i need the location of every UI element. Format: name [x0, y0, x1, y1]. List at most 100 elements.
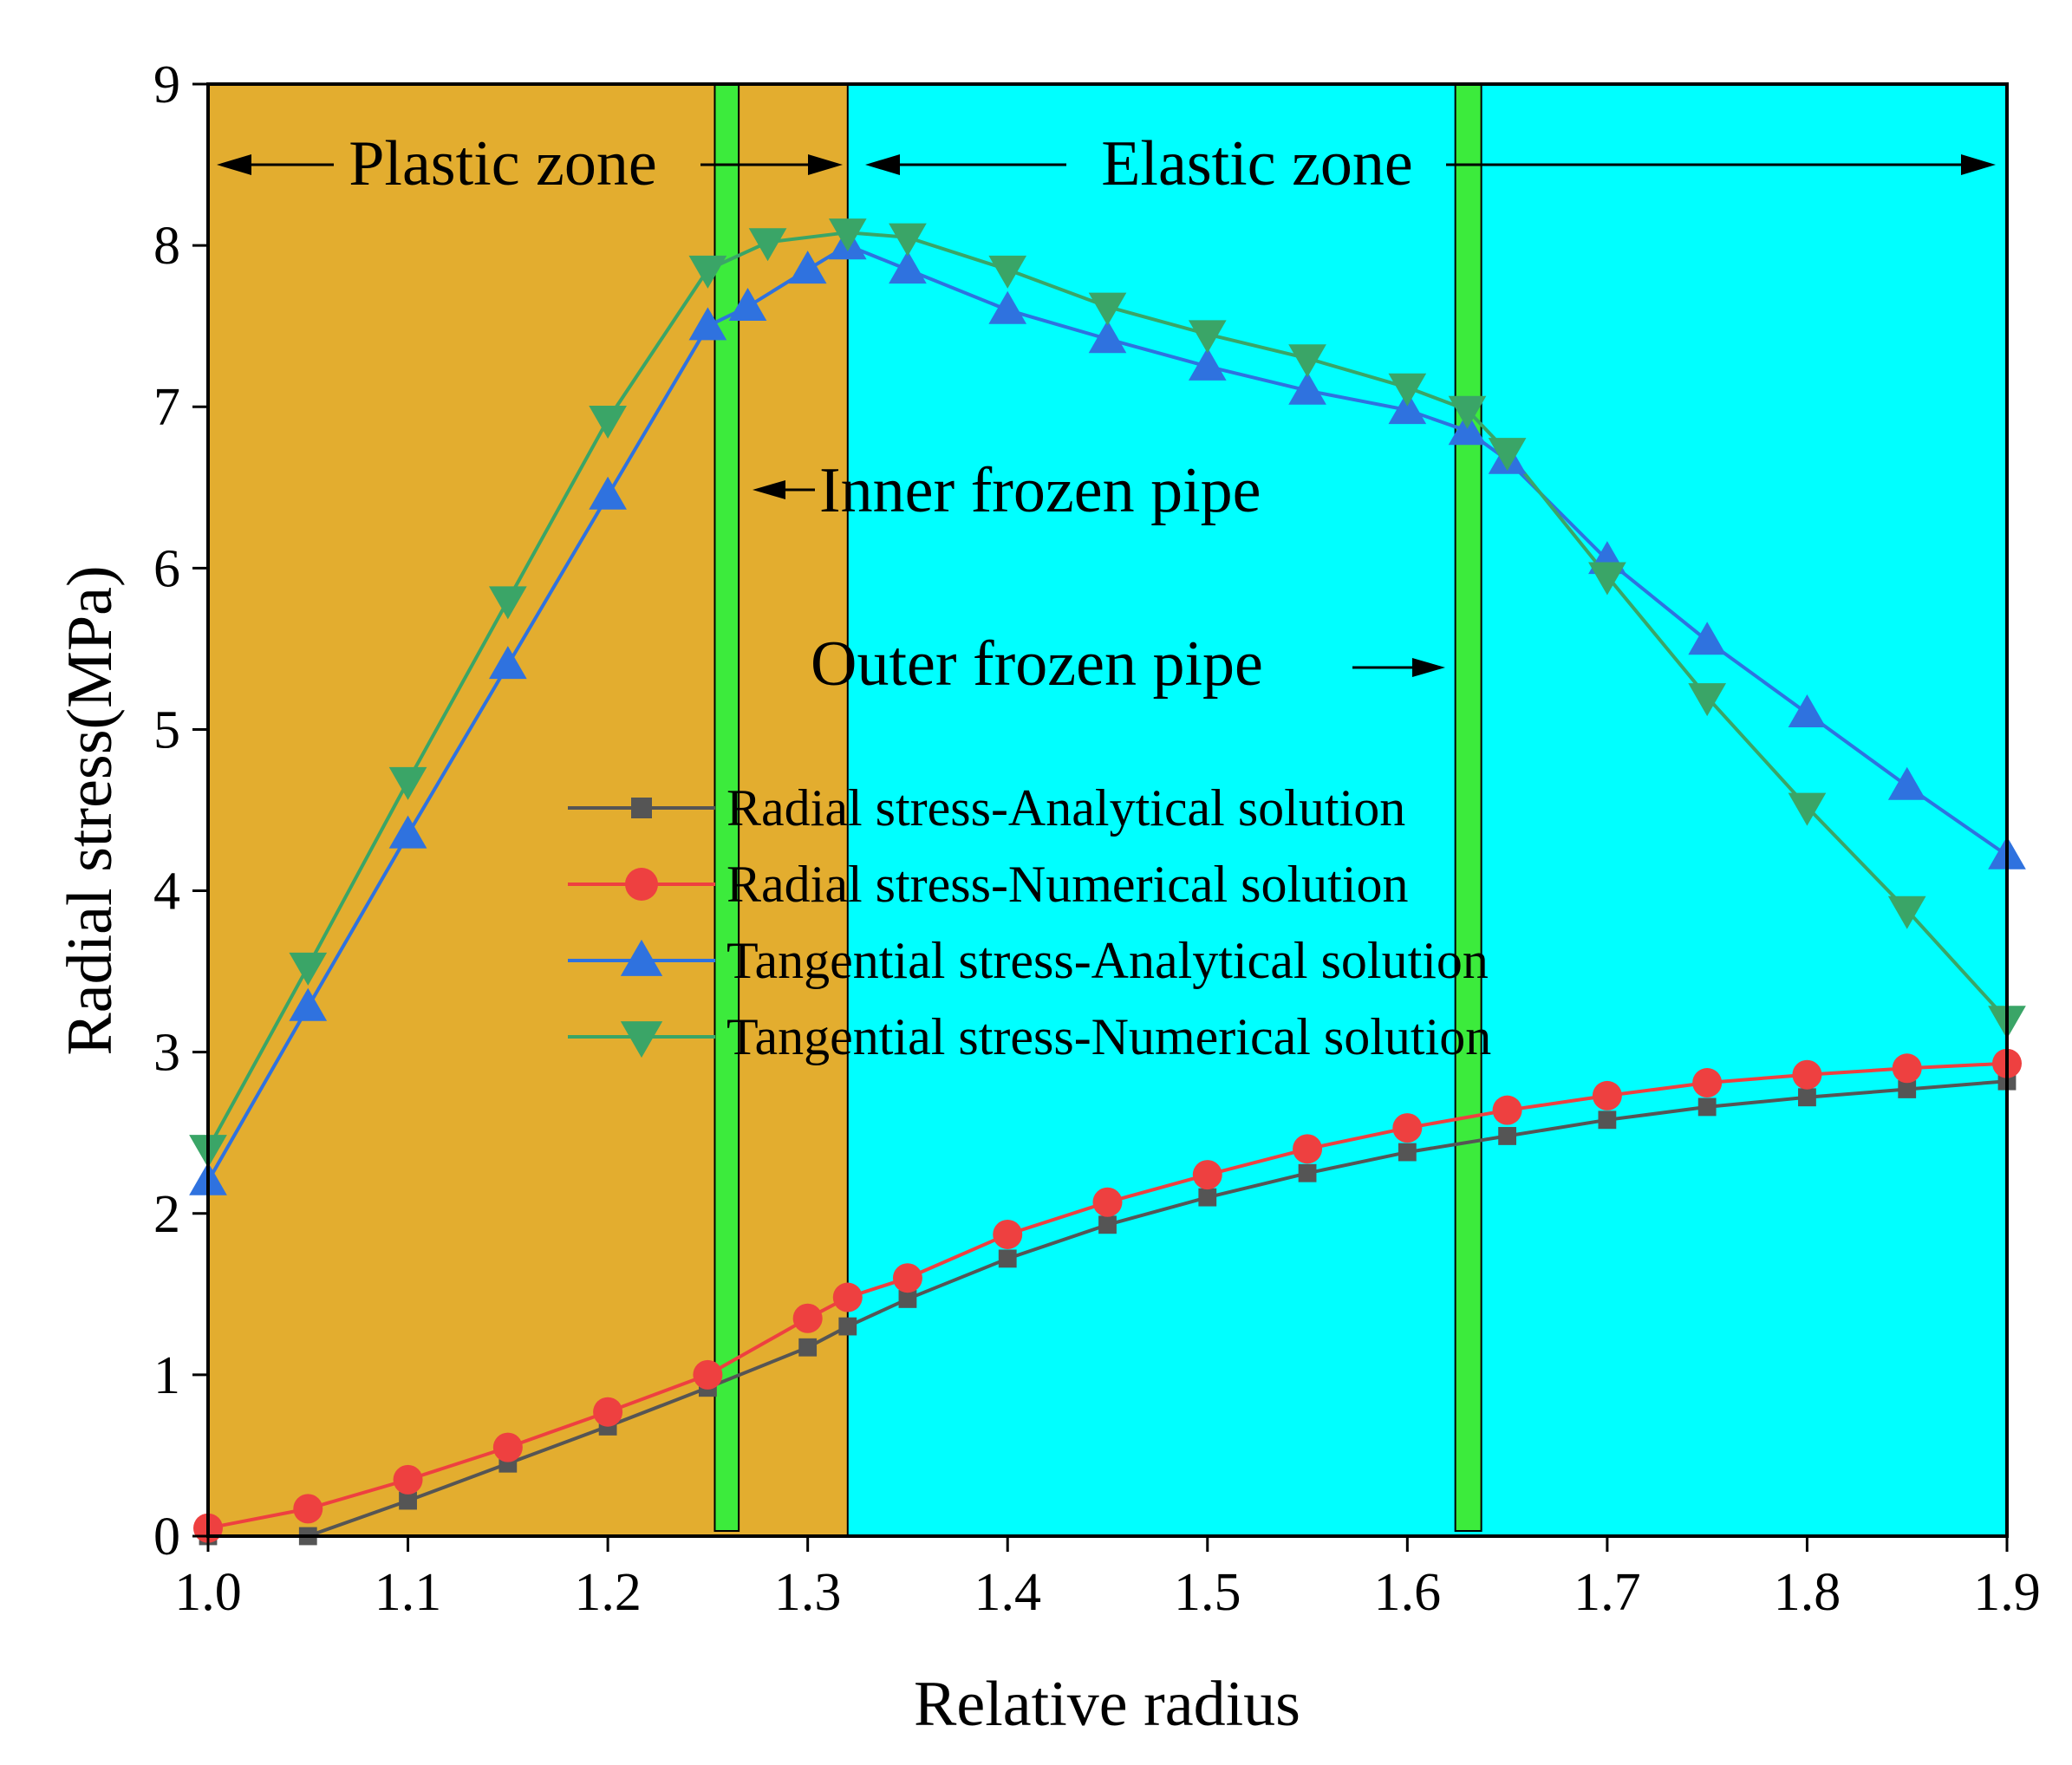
radial-stress-numerical-solution-point-3 [492, 1432, 523, 1462]
series-lines [206, 231, 2009, 1538]
tangential-stress-numerical-solution-point-13 [1388, 373, 1427, 407]
tangential-stress-numerical-solution-point-16 [1588, 562, 1626, 596]
radial-stress-numerical-solution-point-18 [1892, 1053, 1922, 1084]
legend-label-tangential-stress-numerical-solution: Tangential stress-Numerical solution [727, 1008, 1491, 1065]
tangential-stress-numerical-solution-point-8 [889, 223, 927, 257]
radial-stress-analytical-solution-point-14 [1498, 1127, 1517, 1145]
tangential-stress-analytical-solution-point-3 [488, 646, 527, 680]
tangential-stress-numerical-solution-point-6 [748, 228, 787, 262]
x-tick-label-3: 1.3 [774, 1563, 842, 1622]
radial-stress-analytical-solution-point-17 [1798, 1088, 1816, 1107]
y-tick-label-3: 3 [153, 1024, 180, 1083]
plastic-zone-background [208, 84, 848, 1536]
y-tick-label-5: 5 [153, 700, 180, 759]
tangential-stress-numerical-solution-point-15 [1488, 438, 1527, 472]
legend-label-radial-stress-analytical-solution: Radial stress-Analytical solution [727, 779, 1405, 837]
radial-stress-numerical-solution-point-7 [832, 1282, 863, 1312]
y-tick-label-0: 0 [153, 1508, 180, 1566]
x-tick-label-5: 1.5 [1174, 1563, 1241, 1622]
legend-marker-radial-stress-numerical-solution [625, 868, 658, 901]
radial-stress-numerical-solution-point-14 [1492, 1095, 1522, 1125]
radial-stress-analytical-solution-point-11 [1198, 1188, 1217, 1207]
legend-label-tangential-stress-analytical-solution: Tangential stress-Analytical solution [727, 932, 1489, 989]
tangential-stress-numerical-solution-point-1 [289, 952, 328, 986]
y-axis-title: Radial stress(MPa) [55, 565, 126, 1055]
radial-stress-analytical-solution-point-7 [838, 1317, 857, 1336]
tangential-stress-numerical-solution-point-7 [828, 218, 867, 252]
tangential-stress-analytical-solution-point-14 [1388, 391, 1427, 425]
y-axis-ticks: 0 1 2 3 4 5 6 7 8 9 [153, 55, 208, 1566]
y-tick-label-4: 4 [153, 863, 180, 922]
x-tick-label-9: 1.9 [1973, 1563, 2041, 1622]
y-tick-label-2: 2 [153, 1185, 180, 1244]
radial-stress-numerical-solution-point-1 [293, 1494, 323, 1524]
series-markers [189, 218, 2026, 1546]
legend-marker-radial-stress-analytical-solution [631, 798, 652, 818]
tangential-stress-numerical-solution-point-19 [1887, 896, 1926, 929]
radial-stress-analytical-solution-point-9 [998, 1249, 1017, 1268]
radial-stress-analytical-solution-point-13 [1398, 1143, 1417, 1162]
radial-stress-numerical-solution-point-2 [393, 1464, 423, 1495]
legend-marker-tangential-stress-numerical-solution [620, 1021, 663, 1058]
plot-frame [206, 82, 2009, 1538]
radial-stress-analytical-solution-point-12 [1298, 1163, 1317, 1182]
radial-stress-analytical-solution-point-18 [1898, 1080, 1917, 1098]
y-tick-label-9: 9 [153, 55, 180, 114]
radial-stress-numerical-solution-point-9 [993, 1219, 1023, 1249]
tangential-stress-analytical-solution-point-7 [788, 251, 827, 284]
tangential-stress-analytical-solution-point-6 [728, 287, 767, 321]
tangential-stress-analytical-solution-line [206, 243, 2009, 1182]
x-tick-label-6: 1.6 [1374, 1563, 1442, 1622]
x-tick-label-8: 1.8 [1774, 1563, 1841, 1622]
x-tick-label-4: 1.4 [974, 1563, 1041, 1622]
legend-marker-tangential-stress-analytical-solution [620, 939, 663, 976]
radial-stress-numerical-solution-point-15 [1592, 1080, 1622, 1110]
elastic-arrowhead-right [1961, 154, 1996, 175]
radial-stress-numerical-solution-point-4 [593, 1397, 623, 1427]
y-tick-label-7: 7 [153, 378, 180, 437]
y-tick-label-8: 8 [153, 217, 180, 276]
annotations: Plastic zone Elastic zone Inner frozen p… [217, 128, 1996, 700]
tangential-stress-numerical-solution-point-10 [1088, 292, 1127, 326]
radial-stress-numerical-solution-point-8 [892, 1263, 922, 1293]
radial-stress-analytical-solution-point-6 [798, 1338, 818, 1357]
radial-stress-numerical-solution-point-17 [1792, 1059, 1822, 1090]
x-tick-label-2: 1.2 [574, 1563, 642, 1622]
tangential-stress-numerical-solution-point-12 [1288, 344, 1326, 378]
tangential-stress-analytical-solution-point-4 [589, 476, 627, 510]
radial-stress-analytical-solution-point-10 [1098, 1215, 1117, 1234]
tangential-stress-analytical-solution-point-1 [289, 987, 328, 1021]
radial-stress-numerical-solution-point-13 [1392, 1113, 1423, 1143]
x-axis-title: Relative radius [914, 1669, 1300, 1740]
elastic-zone-label: Elastic zone [1101, 128, 1413, 199]
radial-stress-numerical-solution-point-6 [792, 1303, 823, 1333]
tangential-stress-numerical-solution-point-3 [488, 586, 527, 620]
outer-pipe-arrowhead [1412, 658, 1445, 677]
outer-pipe-label: Outer frozen pipe [811, 628, 1263, 700]
x-tick-label-7: 1.7 [1574, 1563, 1641, 1622]
tangential-stress-analytical-solution-point-20 [1887, 766, 1926, 800]
tangential-stress-numerical-solution-point-11 [1188, 320, 1227, 354]
tangential-stress-analytical-solution-point-18 [1688, 622, 1727, 655]
plastic-zone-label: Plastic zone [349, 128, 657, 199]
tangential-stress-numerical-solution-point-9 [988, 255, 1027, 289]
tangential-stress-numerical-solution-point-5 [688, 255, 727, 289]
tangential-stress-analytical-solution-point-12 [1188, 347, 1227, 381]
legend-label-radial-stress-numerical-solution: Radial stress-Numerical solution [727, 856, 1409, 913]
tangential-stress-numerical-solution-point-4 [589, 405, 627, 439]
plastic-arrowhead-right [808, 154, 843, 175]
tangential-stress-analytical-solution-point-11 [1088, 320, 1127, 354]
radial-stress-numerical-solution-point-5 [693, 1359, 723, 1390]
y-tick-label-6: 6 [153, 539, 180, 598]
tangential-stress-numerical-solution-point-2 [388, 766, 427, 800]
radial-stress-numerical-solution-point-12 [1293, 1134, 1323, 1164]
radial-stress-numerical-solution-point-16 [1692, 1068, 1723, 1098]
radial-stress-numerical-solution-line [207, 1061, 2008, 1530]
tangential-stress-analytical-solution-point-19 [1788, 694, 1827, 727]
radial-stress-numerical-solution-point-11 [1192, 1160, 1222, 1190]
tangential-stress-analytical-solution-point-10 [988, 290, 1027, 324]
radial-stress-analytical-solution-point-15 [1598, 1110, 1617, 1130]
inner-pipe-label: Inner frozen pipe [819, 455, 1261, 526]
radial-stress-analytical-solution-point-2 [399, 1491, 417, 1510]
